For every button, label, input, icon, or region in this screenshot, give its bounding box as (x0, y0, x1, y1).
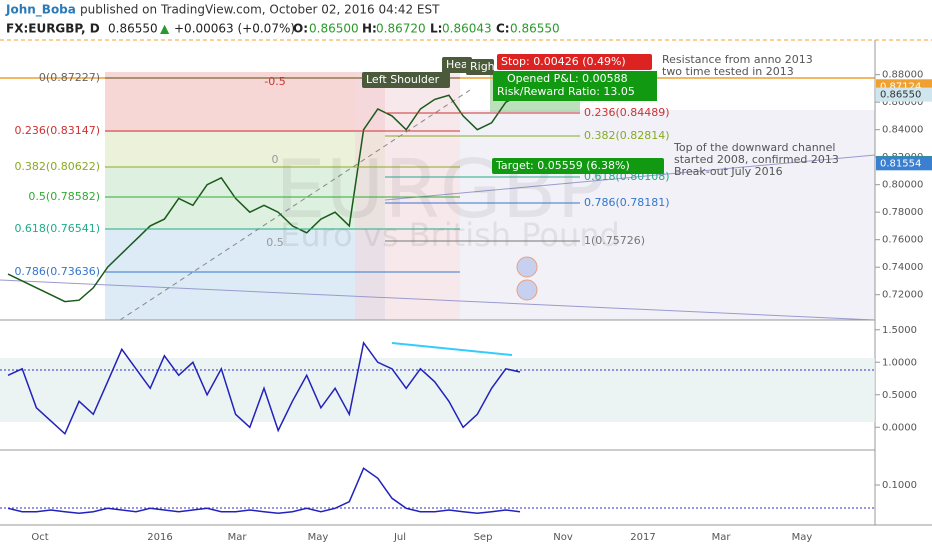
annotation: Resistance from anno 2013 (662, 53, 813, 66)
ohlc-value: 0.86720 (376, 22, 426, 36)
price-tick-label: 0.0000 (882, 422, 917, 433)
time-tick-label: Mar (228, 532, 248, 543)
channel-line (384, 154, 876, 201)
annotation: started 2008, confirmed 2013 (674, 153, 839, 166)
time-tick-label: 2017 (630, 532, 655, 543)
fib-label: 0.618(0.76541) (14, 222, 100, 235)
time-tick-label: Mar (712, 532, 732, 543)
change: +0.00063 (+0.07%) (174, 22, 295, 36)
price-tag-label: 0.81554 (880, 158, 921, 169)
ohlc-label: C: (496, 22, 510, 36)
fib-label: 0.382(0.80622) (14, 160, 100, 173)
label-box (497, 54, 652, 70)
label-text: Left Shoulder (366, 73, 440, 86)
fib-label: 1(0.75726) (584, 234, 645, 247)
fib-zone (105, 230, 385, 320)
time-tick-label: Jul (393, 532, 406, 543)
watermark: Euro vs British Pound (280, 216, 620, 254)
fib-label: 0.786(0.78181) (584, 196, 670, 209)
label-text: Righ (470, 60, 495, 73)
channel-line (0, 279, 876, 321)
fib-label: 0.236(0.83147) (14, 124, 100, 137)
price-tick-label: 0.5000 (882, 390, 917, 401)
ohlc-label: H: (362, 22, 377, 36)
fib-label: 0.382(0.82814) (584, 129, 670, 142)
symbol: FX:EURGBP, D (6, 22, 100, 36)
fib-label: 0 (272, 153, 279, 166)
price-tick-label: 0.86000 (882, 97, 923, 108)
fib-label: 0.5(0.78582) (28, 190, 100, 203)
ohlc-label: L: (430, 22, 442, 36)
time-tick-label: May (308, 532, 329, 543)
fib-zone (105, 168, 385, 230)
label-box (492, 158, 664, 174)
fib-label: 0(0.87227) (39, 71, 100, 84)
annotation: Break-out July 2016 (674, 165, 783, 178)
price-line (7, 93, 521, 303)
osc-band (0, 358, 875, 422)
price-tick-label: 0.84000 (882, 125, 923, 136)
price-tag (876, 156, 932, 171)
last-price: 0.86550 (108, 22, 158, 36)
ohlc-value: 0.86550 (510, 22, 560, 36)
time-tick-label: May (792, 532, 813, 543)
price-tag-label: 0.87124 (880, 82, 921, 93)
ohlc-value: 0.86043 (442, 22, 492, 36)
header: John_Boba published on TradingView.com, … (5, 3, 560, 36)
fib-label: 0.786(0.73636) (14, 265, 100, 278)
price-tick-label: 0.80000 (882, 180, 923, 191)
annotation: two time tested in 2013 (662, 65, 794, 78)
event-icon (516, 279, 538, 301)
fib-label: -0.5 (264, 75, 285, 88)
divergence-arrow (391, 342, 513, 356)
label-text: Risk/Reward Ratio: 13.05 (497, 85, 635, 98)
time-tick-label: Sep (474, 532, 493, 543)
up-triangle: ▲ (160, 22, 170, 36)
time-tick-label: Oct (31, 532, 48, 543)
oscillator-line (7, 340, 521, 436)
price-tick-label: 1.5000 (882, 325, 917, 336)
price-tick-label: 0.72000 (882, 290, 923, 301)
time-tick-label: Nov (553, 532, 573, 543)
trend-line (119, 89, 471, 321)
fib-zone (105, 72, 385, 132)
volatility-line (7, 467, 521, 515)
annotation: Top of the downward channel (673, 141, 835, 154)
ohlc-label: O: (293, 22, 308, 36)
price-tick-label: 0.1000 (882, 480, 917, 491)
price-tick-label: 0.88000 (882, 70, 923, 81)
label-box (466, 59, 494, 75)
label-text: Opened P&L: 0.00588 (507, 72, 628, 85)
label-text: Stop: 0.00426 (0.49%) (501, 55, 626, 68)
price-tick-label: 0.76000 (882, 235, 923, 246)
label-box (493, 71, 657, 101)
price-tick-label: 0.78000 (882, 207, 923, 218)
author[interactable]: John_Boba (5, 3, 76, 18)
ohlc-value: 0.86500 (309, 22, 359, 36)
fib-zone (105, 132, 385, 168)
label-text: Target: 0.05559 (6.38%) (495, 159, 630, 172)
label-box (442, 57, 472, 73)
time-tick-label: 2016 (147, 532, 172, 543)
fib-label: 0.5 (266, 236, 284, 249)
label-box (362, 72, 450, 88)
fib-label: 0.236(0.84489) (584, 106, 670, 119)
label-text: Hea (446, 58, 468, 71)
price-tag (876, 87, 932, 102)
price-tag-label: 0.86550 (880, 90, 921, 101)
published: published on TradingView.com, October 02… (80, 3, 440, 17)
event-icon (516, 256, 538, 278)
price-tick-label: 0.74000 (882, 262, 923, 273)
price-tick-label: 1.0000 (882, 357, 917, 368)
